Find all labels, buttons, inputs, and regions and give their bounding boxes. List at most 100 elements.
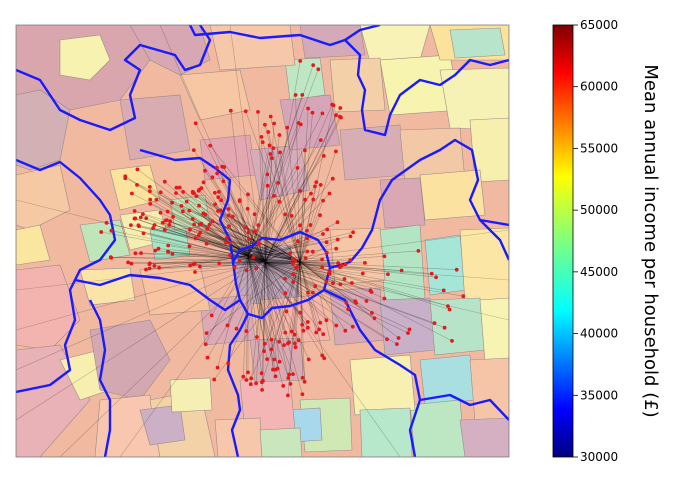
household-point bbox=[256, 110, 260, 114]
household-point bbox=[296, 338, 301, 343]
boundary-east-lower bbox=[323, 288, 422, 457]
colorbar-tick-label: 40000 bbox=[580, 327, 618, 341]
flow-line bbox=[247, 255, 309, 293]
flow-line bbox=[247, 255, 268, 360]
household-point bbox=[291, 256, 295, 261]
flow-line bbox=[256, 261, 266, 338]
household-point bbox=[232, 265, 237, 270]
household-point bbox=[181, 209, 185, 214]
ward-region bbox=[359, 407, 413, 457]
flow-line bbox=[149, 261, 266, 264]
household-point bbox=[291, 261, 295, 266]
household-point bbox=[306, 106, 310, 111]
household-point bbox=[246, 230, 251, 235]
household-point bbox=[254, 266, 259, 271]
household-point bbox=[310, 110, 315, 115]
flow-line bbox=[299, 261, 305, 382]
flow-line bbox=[169, 220, 249, 257]
ward-region bbox=[214, 417, 263, 457]
flow-line bbox=[264, 261, 286, 294]
household-point bbox=[441, 288, 446, 293]
household-point bbox=[306, 325, 310, 330]
household-point bbox=[226, 361, 231, 366]
ward-region bbox=[16, 164, 71, 231]
boundary-southeast bbox=[419, 393, 509, 421]
household-point bbox=[320, 353, 325, 358]
household-point bbox=[135, 167, 140, 172]
flow-line bbox=[264, 261, 347, 304]
flow-line bbox=[284, 214, 301, 263]
flow-line bbox=[247, 208, 266, 263]
flow-line bbox=[182, 191, 301, 263]
household-point bbox=[216, 209, 220, 213]
household-point bbox=[247, 237, 251, 241]
flow-line bbox=[225, 242, 266, 263]
flow-line bbox=[155, 250, 301, 263]
flow-line bbox=[299, 252, 327, 263]
flow-line bbox=[219, 261, 266, 264]
household-point bbox=[147, 185, 152, 189]
flow-line bbox=[247, 255, 266, 344]
flow-line bbox=[299, 261, 303, 378]
household-point bbox=[259, 371, 264, 376]
household-point bbox=[429, 271, 434, 276]
flow-line bbox=[299, 261, 346, 331]
household-point bbox=[99, 230, 104, 234]
flow-line bbox=[134, 210, 301, 263]
household-point bbox=[109, 255, 114, 260]
household-point bbox=[330, 176, 335, 181]
ward-region bbox=[179, 69, 251, 121]
flow-line bbox=[264, 259, 351, 263]
household-point bbox=[318, 183, 323, 187]
household-point bbox=[407, 327, 412, 332]
household-point bbox=[151, 226, 156, 230]
household-point bbox=[314, 330, 319, 335]
flow-line bbox=[264, 261, 314, 293]
household-point bbox=[296, 121, 301, 125]
household-point bbox=[288, 251, 292, 256]
flow-line bbox=[247, 255, 372, 293]
household-point bbox=[221, 179, 226, 184]
flow-line bbox=[247, 255, 291, 384]
flow-line bbox=[264, 199, 314, 263]
flow-line bbox=[247, 255, 306, 259]
ward-region bbox=[339, 124, 406, 181]
household-point bbox=[199, 186, 204, 191]
flow-line bbox=[214, 192, 249, 257]
household-point bbox=[339, 115, 343, 120]
household-point bbox=[228, 108, 233, 113]
household-point bbox=[170, 252, 175, 256]
ward-region bbox=[284, 57, 326, 101]
flow-line bbox=[299, 256, 385, 263]
flow-line bbox=[264, 134, 280, 263]
ward-region bbox=[139, 404, 186, 446]
household-point bbox=[190, 189, 195, 194]
household-point bbox=[288, 382, 293, 386]
household-point bbox=[277, 339, 281, 344]
household-point bbox=[209, 313, 214, 318]
colorbar-tick-label: 30000 bbox=[580, 450, 618, 464]
household-point bbox=[203, 342, 208, 347]
household-point bbox=[272, 121, 276, 126]
flow-line bbox=[264, 261, 356, 302]
household-point bbox=[320, 257, 324, 262]
household-point bbox=[215, 165, 219, 170]
household-point bbox=[191, 262, 196, 267]
household-point bbox=[293, 259, 297, 263]
flow-line bbox=[223, 167, 249, 257]
household-point bbox=[289, 214, 294, 218]
household-point bbox=[156, 246, 161, 251]
flow-line bbox=[164, 229, 301, 263]
household-point bbox=[230, 214, 235, 219]
flow-line bbox=[201, 187, 266, 263]
household-point bbox=[260, 388, 264, 392]
household-point bbox=[166, 249, 170, 254]
flow-line bbox=[145, 261, 301, 270]
household-point bbox=[271, 146, 276, 151]
household-point bbox=[353, 299, 358, 304]
flow-line bbox=[299, 151, 337, 263]
flow-line bbox=[189, 229, 301, 263]
household-point bbox=[217, 261, 222, 266]
household-point bbox=[321, 332, 326, 337]
household-point bbox=[203, 168, 207, 173]
